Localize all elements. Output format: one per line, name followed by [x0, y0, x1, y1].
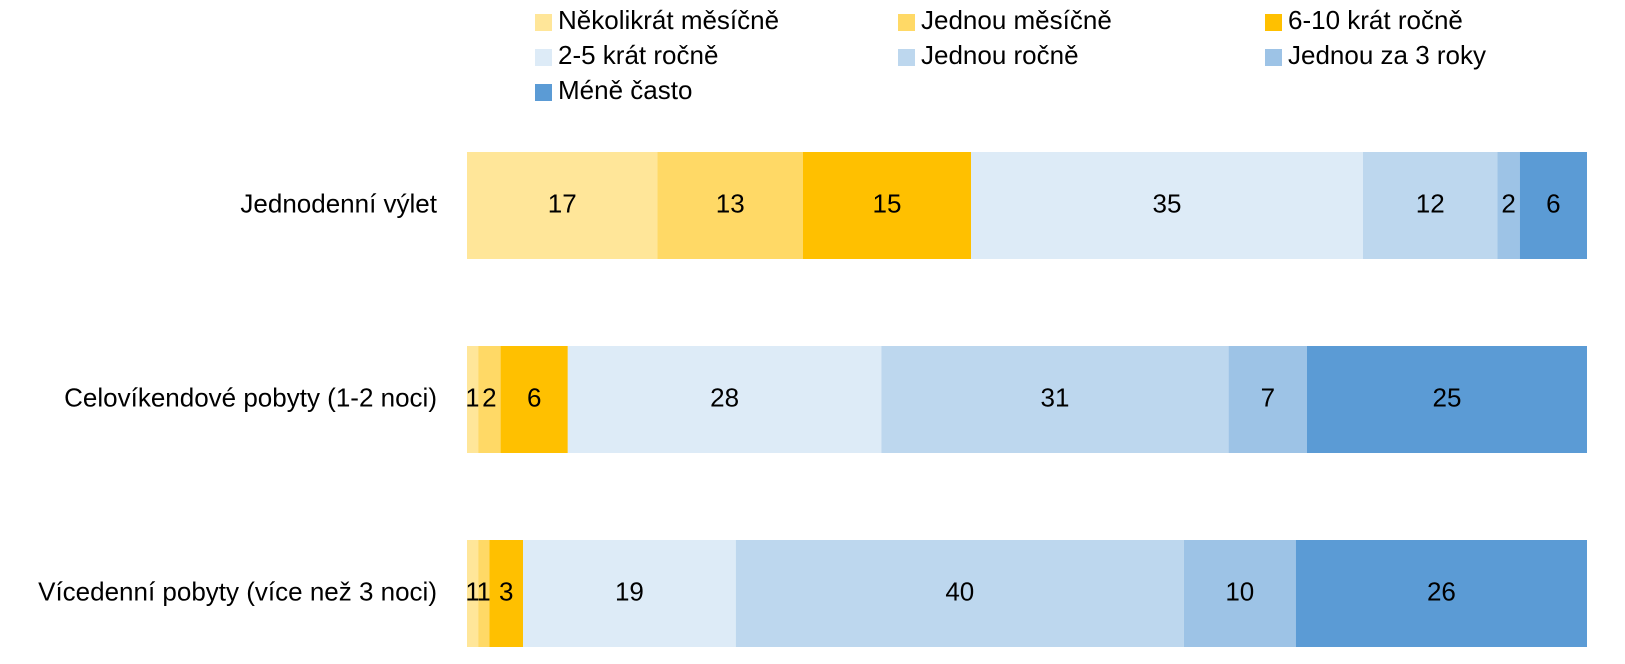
- bar-segment: [971, 152, 1363, 259]
- data-label: 2: [1501, 188, 1515, 218]
- legend-label: Několikrát měsíčně: [558, 5, 779, 35]
- bar-segment: [489, 540, 523, 647]
- data-label: 7: [1261, 382, 1275, 412]
- bar-segment: [478, 540, 490, 647]
- legend-label: Jednou ročně: [921, 40, 1079, 70]
- legend-label: Jednou za 3 roky: [1288, 40, 1486, 70]
- legend-label: Méně často: [558, 75, 692, 105]
- bar-segment: [1228, 346, 1307, 453]
- data-label: 19: [615, 576, 644, 606]
- bar-segment: [523, 540, 736, 647]
- data-label: 3: [499, 576, 513, 606]
- data-label: 1: [465, 576, 479, 606]
- legend-label: 2-5 krát ročně: [558, 40, 718, 70]
- legend-swatch: [898, 14, 915, 31]
- data-label: 1: [477, 576, 491, 606]
- data-label: 10: [1225, 576, 1254, 606]
- bar-segment: [881, 346, 1229, 453]
- data-label: 35: [1153, 188, 1182, 218]
- legend-swatch: [535, 84, 552, 101]
- legend-swatch: [1265, 49, 1282, 66]
- legend-label: Jednou měsíčně: [921, 5, 1112, 35]
- data-label: 40: [945, 576, 974, 606]
- category-label: Vícedenní pobyty (více než 3 noci): [38, 576, 437, 606]
- legend-swatch: [1265, 14, 1282, 31]
- data-label: 13: [716, 188, 745, 218]
- data-label: 15: [873, 188, 902, 218]
- data-label: 28: [710, 382, 739, 412]
- legend-swatch: [535, 14, 552, 31]
- bar-segment: [735, 540, 1184, 647]
- bar-segment: [1295, 540, 1587, 647]
- bar-segment: [1183, 540, 1296, 647]
- bar-segment: [1497, 152, 1520, 259]
- data-label: 1: [465, 382, 479, 412]
- data-label: 12: [1416, 188, 1445, 218]
- bar-segment: [1307, 346, 1587, 453]
- bar-segment: [1363, 152, 1498, 259]
- bar-segment: [1519, 152, 1587, 259]
- bar-segment: [467, 540, 479, 647]
- bar-segment: [478, 346, 501, 453]
- legend-swatch: [898, 49, 915, 66]
- data-label: 17: [548, 188, 577, 218]
- data-label: 6: [527, 382, 541, 412]
- data-label: 2: [482, 382, 496, 412]
- category-label: Jednodenní výlet: [240, 188, 437, 218]
- category-label: Celovíkendové pobyty (1-2 noci): [64, 382, 437, 412]
- data-label: 31: [1041, 382, 1070, 412]
- bar-segment: [803, 152, 971, 259]
- legend-swatch: [535, 49, 552, 66]
- data-label: 26: [1427, 576, 1456, 606]
- bar-segment: [467, 152, 658, 259]
- data-label: 6: [1546, 188, 1560, 218]
- bar-segment: [500, 346, 568, 453]
- legend-label: 6-10 krát ročně: [1288, 5, 1463, 35]
- bar-segment: [567, 346, 882, 453]
- bar-segment: [467, 346, 479, 453]
- data-label: 25: [1433, 382, 1462, 412]
- bar-segment: [657, 152, 803, 259]
